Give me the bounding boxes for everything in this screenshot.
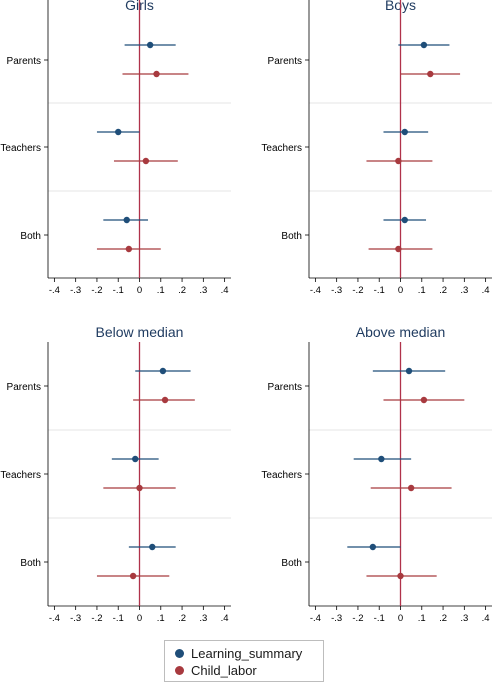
legend: Learning_summary Child_labor	[164, 640, 324, 682]
x-tick-label: -.1	[374, 285, 385, 296]
x-tick-label: 0	[398, 285, 403, 296]
x-tick-label: -.1	[113, 285, 124, 296]
x-tick-label: -.2	[352, 285, 363, 296]
point-estimate	[369, 543, 377, 551]
point-estimate	[123, 216, 130, 224]
point-estimate	[146, 41, 154, 49]
x-tick-label: .4	[482, 613, 490, 624]
legend-item-child-labor: Child_labor	[175, 663, 257, 678]
y-category-label: Both	[20, 231, 41, 242]
panel-2: Below median Parents Teachers Both -.4 -.3 -.2…	[0, 324, 231, 624]
x-tick-label: -.3	[331, 613, 342, 624]
x-tick-label: 0	[398, 613, 403, 624]
x-tick-label: .1	[157, 285, 165, 296]
panel-title: Above median	[356, 324, 446, 340]
point-estimate	[129, 572, 137, 580]
x-tick-label: .2	[439, 613, 447, 624]
legend-marker-learning-summary	[175, 649, 184, 658]
x-tick-label: .1	[157, 613, 165, 624]
legend-label-learning-summary: Learning_summary	[191, 646, 303, 661]
x-tick-label: -.1	[374, 613, 385, 624]
x-tick-label: 0	[137, 613, 142, 624]
y-category-label: Both	[20, 558, 41, 569]
x-tick-label: .2	[439, 285, 447, 296]
x-tick-label: .3	[199, 613, 207, 624]
y-category-label: Parents	[7, 382, 41, 393]
y-category-label: Parents	[268, 56, 302, 67]
point-estimate	[142, 157, 150, 165]
x-tick-label: -.2	[91, 613, 102, 624]
y-category-label: Teachers	[261, 470, 302, 481]
point-estimate	[405, 367, 413, 375]
point-estimate	[395, 245, 402, 253]
point-estimate	[397, 572, 404, 580]
point-estimate	[427, 70, 434, 78]
x-tick-label: .3	[460, 613, 468, 624]
y-category-label: Teachers	[261, 143, 302, 154]
x-tick-label: 0	[137, 285, 142, 296]
y-category-label: Both	[281, 558, 302, 569]
point-estimate	[115, 128, 122, 136]
y-category-label: Parents	[268, 382, 302, 393]
point-estimate	[153, 70, 160, 78]
x-tick-label: -.3	[70, 285, 81, 296]
legend-item-learning-summary: Learning_summary	[175, 646, 302, 661]
x-tick-label: -.4	[310, 285, 321, 296]
x-tick-label: -.1	[113, 613, 124, 624]
point-estimate	[395, 157, 402, 165]
legend-label-child-labor: Child_labor	[191, 663, 257, 678]
y-category-label: Teachers	[0, 143, 41, 154]
x-tick-label: -.4	[310, 613, 321, 624]
x-tick-label: -.4	[49, 285, 60, 296]
x-tick-label: .1	[418, 285, 426, 296]
point-estimate	[161, 396, 169, 404]
x-tick-label: .4	[221, 285, 229, 296]
point-estimate	[132, 455, 139, 463]
x-tick-label: -.3	[70, 613, 81, 624]
x-tick-label: -.3	[331, 285, 342, 296]
point-estimate	[125, 245, 133, 253]
x-tick-label: .2	[178, 285, 186, 296]
point-estimate	[401, 128, 408, 136]
x-tick-label: .4	[221, 613, 229, 624]
x-tick-label: .4	[482, 285, 490, 296]
legend-marker-child-labor	[175, 666, 184, 675]
panel-title: Below median	[96, 324, 184, 340]
panel-3: Above median Parents Teachers Both -.4 -.3 -.2…	[261, 324, 492, 624]
point-estimate	[149, 543, 156, 551]
x-tick-label: .3	[460, 285, 468, 296]
point-estimate	[378, 455, 385, 463]
point-estimate	[401, 216, 408, 224]
x-tick-label: .2	[178, 613, 186, 624]
x-tick-label: -.2	[91, 285, 102, 296]
x-tick-label: -.2	[352, 613, 363, 624]
x-tick-label: .1	[418, 613, 426, 624]
point-estimate	[159, 367, 167, 375]
x-tick-label: .3	[199, 285, 207, 296]
point-estimate	[407, 484, 415, 492]
y-category-label: Teachers	[0, 470, 41, 481]
y-category-label: Parents	[7, 56, 41, 67]
point-estimate	[420, 41, 428, 49]
y-category-label: Both	[281, 231, 302, 242]
point-estimate	[136, 484, 143, 492]
x-tick-label: -.4	[49, 613, 60, 624]
point-estimate	[420, 396, 428, 404]
